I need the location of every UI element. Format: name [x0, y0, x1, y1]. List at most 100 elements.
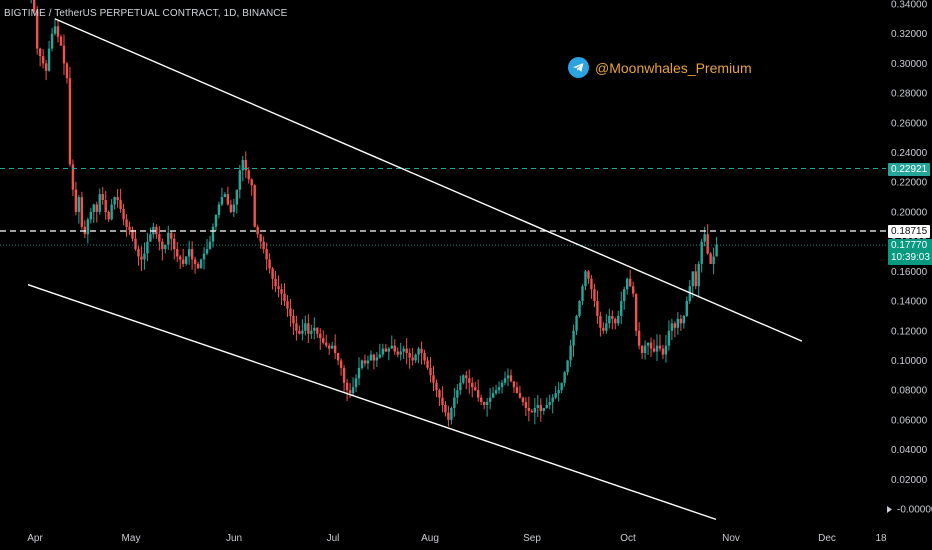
candle-body	[652, 348, 656, 352]
candle-body	[107, 211, 110, 220]
candle-body	[155, 226, 158, 235]
candle-body	[617, 315, 620, 324]
time-tick-label: Nov	[722, 533, 740, 544]
time-tick-label: Jul	[327, 533, 340, 544]
candle-body	[679, 318, 683, 324]
candle-body	[432, 375, 435, 383]
candle-body	[387, 348, 390, 352]
candle-body	[515, 387, 519, 394]
candle-body	[503, 378, 507, 383]
upper-trendline[interactable]	[54, 18, 803, 342]
candle-body	[521, 397, 525, 403]
price-tick-label: 0.24000	[891, 148, 928, 159]
candle-body	[614, 318, 617, 324]
candle-body	[256, 226, 259, 235]
candle-body	[560, 382, 563, 391]
candle-body	[167, 232, 170, 245]
candle-body	[524, 402, 528, 408]
candle-body	[98, 194, 101, 212]
candle-body	[220, 197, 224, 205]
candle-body	[709, 253, 712, 264]
candle-body	[497, 387, 501, 391]
candle-body	[491, 393, 495, 398]
telegram-icon	[568, 57, 589, 78]
candle-body	[673, 323, 677, 328]
candle-body	[38, 48, 42, 56]
candle-body	[62, 45, 66, 64]
candle-body	[482, 402, 486, 406]
candle-body	[116, 197, 119, 201]
candle-body	[274, 278, 277, 287]
candle-body	[319, 333, 322, 339]
candle-body	[447, 412, 450, 420]
candle-body	[658, 345, 662, 349]
candle-body	[715, 244, 718, 257]
candle-body	[477, 390, 480, 398]
scroll-right-icon[interactable]	[887, 506, 892, 513]
candle-body	[92, 204, 95, 212]
candle-body	[566, 360, 569, 373]
candle-body	[74, 189, 78, 212]
price-tick-label: 0.28000	[891, 89, 928, 100]
candle-body	[146, 241, 149, 254]
candle-body	[620, 301, 623, 316]
candle-body	[494, 390, 498, 394]
candle-body	[602, 327, 605, 331]
candle-body	[393, 345, 396, 352]
time-tick-label: Sep	[523, 533, 541, 544]
candle-body	[89, 211, 92, 220]
candle-body	[137, 249, 140, 257]
trendlines	[27, 18, 803, 521]
candle-body	[691, 271, 694, 287]
candle-body	[700, 241, 703, 264]
candle-body	[50, 33, 54, 49]
candle-body	[593, 289, 596, 302]
candle-body	[95, 204, 98, 212]
horizontal-levels	[0, 168, 886, 246]
candle-body	[572, 330, 575, 346]
candle-body	[587, 271, 590, 279]
candle-body	[563, 372, 566, 383]
time-axis[interactable]: Apr May Jun Jul Aug Sep Oct Nov Dec 18	[27, 533, 887, 544]
candle-body	[631, 286, 635, 294]
candle-body	[608, 315, 611, 324]
candle-body	[423, 353, 426, 361]
candle-body	[435, 382, 438, 391]
candle-body	[217, 204, 221, 215]
candle-body	[244, 159, 247, 171]
price-tick-label: 0.02000	[891, 475, 928, 486]
candle-body	[190, 249, 194, 260]
candle-body	[456, 390, 459, 398]
target-price-tag: 0.22921	[888, 163, 931, 176]
candle-body	[32, 0, 36, 12]
candle-body	[53, 26, 57, 34]
candle-body	[506, 375, 510, 379]
candle-body	[140, 256, 143, 260]
candle-body	[676, 318, 680, 328]
candle-body	[86, 219, 90, 235]
candle-body	[310, 330, 313, 334]
time-tick-label: Jun	[226, 533, 242, 544]
candle-body	[611, 315, 614, 319]
price-tick-label: 0.32000	[891, 29, 928, 40]
candle-body	[569, 345, 572, 361]
candle-body	[536, 405, 539, 408]
resistance-price-tag: 0.18715	[888, 225, 931, 238]
candle-body	[262, 241, 265, 250]
candle-body	[471, 382, 474, 388]
candle-body	[712, 256, 715, 264]
candle-body	[485, 402, 489, 406]
candle-body	[527, 408, 531, 411]
candle-body	[56, 26, 60, 37]
candle-body	[313, 327, 316, 331]
lower-trendline[interactable]	[27, 284, 717, 521]
candle-body	[655, 345, 659, 352]
bar-countdown: 10:39:03	[891, 252, 930, 263]
candle-body	[113, 197, 116, 205]
candle-body	[453, 397, 456, 408]
candle-body	[77, 197, 81, 212]
candle-body	[554, 393, 557, 398]
candle-body	[512, 381, 516, 388]
candle-body	[176, 249, 179, 257]
